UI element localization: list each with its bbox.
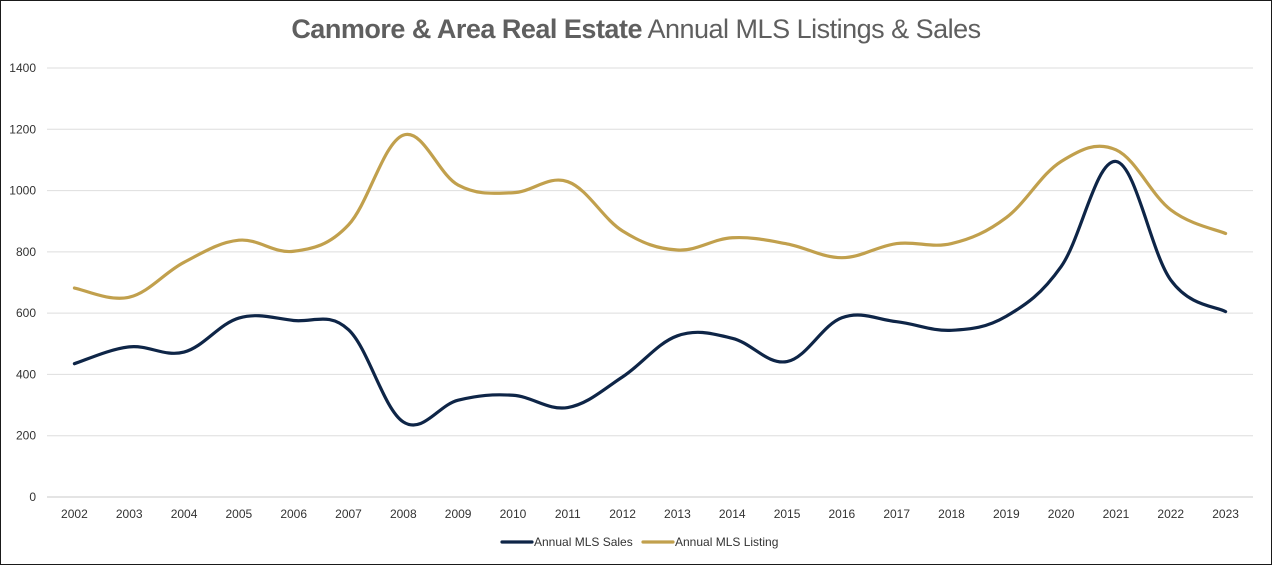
data-point-annual-mls-sales-2017 — [895, 321, 897, 323]
data-point-annual-mls-sales-2022 — [1170, 279, 1172, 281]
data-point-annual-mls-listing-2012 — [621, 230, 623, 232]
x-tick-label-2004: 2004 — [171, 507, 198, 521]
data-point-annual-mls-sales-2016 — [841, 317, 843, 319]
data-point-annual-mls-sales-2004 — [183, 351, 185, 353]
series-line-annual-mls-listing — [72, 132, 1228, 300]
data-point-annual-mls-listing-2008 — [402, 134, 404, 136]
x-tick-label-2014: 2014 — [719, 507, 746, 521]
y-tick-label-800: 800 — [16, 245, 36, 259]
x-tick-label-2009: 2009 — [445, 507, 472, 521]
chart-title: Canmore & Area Real Estate Annual MLS Li… — [0, 14, 1272, 45]
data-point-annual-mls-listing-2014 — [731, 237, 733, 239]
data-point-annual-mls-listing-2013 — [676, 249, 678, 251]
data-point-annual-mls-sales-2014 — [731, 337, 733, 339]
data-point-annual-mls-sales-2018 — [950, 329, 952, 331]
data-point-annual-mls-sales-2019 — [1005, 315, 1007, 317]
data-point-annual-mls-sales-2013 — [676, 335, 678, 337]
x-tick-label-2021: 2021 — [1103, 507, 1130, 521]
x-tick-label-2019: 2019 — [993, 507, 1020, 521]
x-tick-label-2018: 2018 — [938, 507, 965, 521]
chart-title-regular: Annual MLS Listings & Sales — [647, 14, 981, 44]
y-tick-label-1200: 1200 — [9, 122, 36, 136]
data-point-annual-mls-listing-2009 — [457, 184, 459, 186]
data-point-annual-mls-listing-2018 — [950, 242, 952, 244]
data-point-annual-mls-listing-2021 — [1115, 149, 1117, 151]
data-point-annual-mls-listing-2017 — [895, 242, 897, 244]
data-point-annual-mls-sales-2021 — [1115, 160, 1117, 162]
x-tick-label-2020: 2020 — [1048, 507, 1075, 521]
data-point-annual-mls-listing-2002 — [73, 287, 75, 289]
y-tick-label-200: 200 — [16, 429, 36, 443]
data-point-annual-mls-listing-2011 — [567, 180, 569, 182]
x-tick-label-2015: 2015 — [774, 507, 801, 521]
data-point-annual-mls-sales-2009 — [457, 399, 459, 401]
data-point-annual-mls-listing-2019 — [1005, 216, 1007, 218]
data-point-annual-mls-sales-2012 — [621, 376, 623, 378]
x-tick-label-2023: 2023 — [1212, 507, 1239, 521]
x-tick-label-2011: 2011 — [555, 507, 581, 521]
data-point-annual-mls-listing-2015 — [786, 243, 788, 245]
data-point-annual-mls-listing-2003 — [128, 296, 130, 298]
y-tick-label-0: 0 — [29, 490, 36, 504]
x-tick-label-2006: 2006 — [280, 507, 307, 521]
x-tick-label-2012: 2012 — [609, 507, 636, 521]
data-point-annual-mls-listing-2007 — [347, 224, 349, 226]
x-tick-label-2022: 2022 — [1157, 507, 1184, 521]
data-point-annual-mls-listing-2022 — [1170, 209, 1172, 211]
data-point-annual-mls-sales-2023 — [1224, 310, 1226, 312]
y-tick-label-600: 600 — [16, 306, 36, 320]
x-tick-label-2017: 2017 — [883, 507, 910, 521]
y-tick-label-1000: 1000 — [9, 184, 36, 198]
data-point-annual-mls-sales-2007 — [347, 328, 349, 330]
x-tick-label-2005: 2005 — [226, 507, 253, 521]
data-point-annual-mls-sales-2002 — [73, 363, 75, 365]
data-point-annual-mls-sales-2020 — [1060, 265, 1062, 267]
chart-title-bold: Canmore & Area Real Estate — [291, 14, 642, 44]
data-point-annual-mls-listing-2006 — [292, 250, 294, 252]
data-point-annual-mls-sales-2011 — [567, 406, 569, 408]
data-point-annual-mls-listing-2010 — [512, 192, 514, 194]
y-tick-label-1400: 1400 — [9, 61, 36, 75]
data-point-annual-mls-listing-2005 — [238, 239, 240, 241]
x-tick-label-2003: 2003 — [116, 507, 143, 521]
x-tick-label-2007: 2007 — [335, 507, 362, 521]
data-point-annual-mls-sales-2015 — [786, 360, 788, 362]
y-tick-label-400: 400 — [16, 367, 36, 381]
data-point-annual-mls-sales-2006 — [292, 319, 294, 321]
data-point-annual-mls-listing-2016 — [841, 256, 843, 258]
data-point-annual-mls-sales-2005 — [238, 317, 240, 319]
data-point-annual-mls-listing-2020 — [1060, 160, 1062, 162]
x-tick-label-2016: 2016 — [829, 507, 856, 521]
x-tick-label-2002: 2002 — [61, 507, 88, 521]
data-point-annual-mls-sales-2008 — [402, 421, 404, 423]
series-line-annual-mls-sales — [72, 159, 1228, 427]
x-tick-label-2010: 2010 — [500, 507, 527, 521]
data-point-annual-mls-sales-2003 — [128, 346, 130, 348]
data-point-annual-mls-listing-2004 — [183, 261, 185, 263]
legend-label-annual-mls-listing: Annual MLS Listing — [675, 535, 778, 549]
x-tick-label-2013: 2013 — [664, 507, 691, 521]
data-point-annual-mls-sales-2010 — [512, 394, 514, 396]
data-point-annual-mls-listing-2023 — [1224, 232, 1226, 234]
legend-label-annual-mls-sales: Annual MLS Sales — [534, 535, 633, 549]
x-tick-label-2008: 2008 — [390, 507, 417, 521]
